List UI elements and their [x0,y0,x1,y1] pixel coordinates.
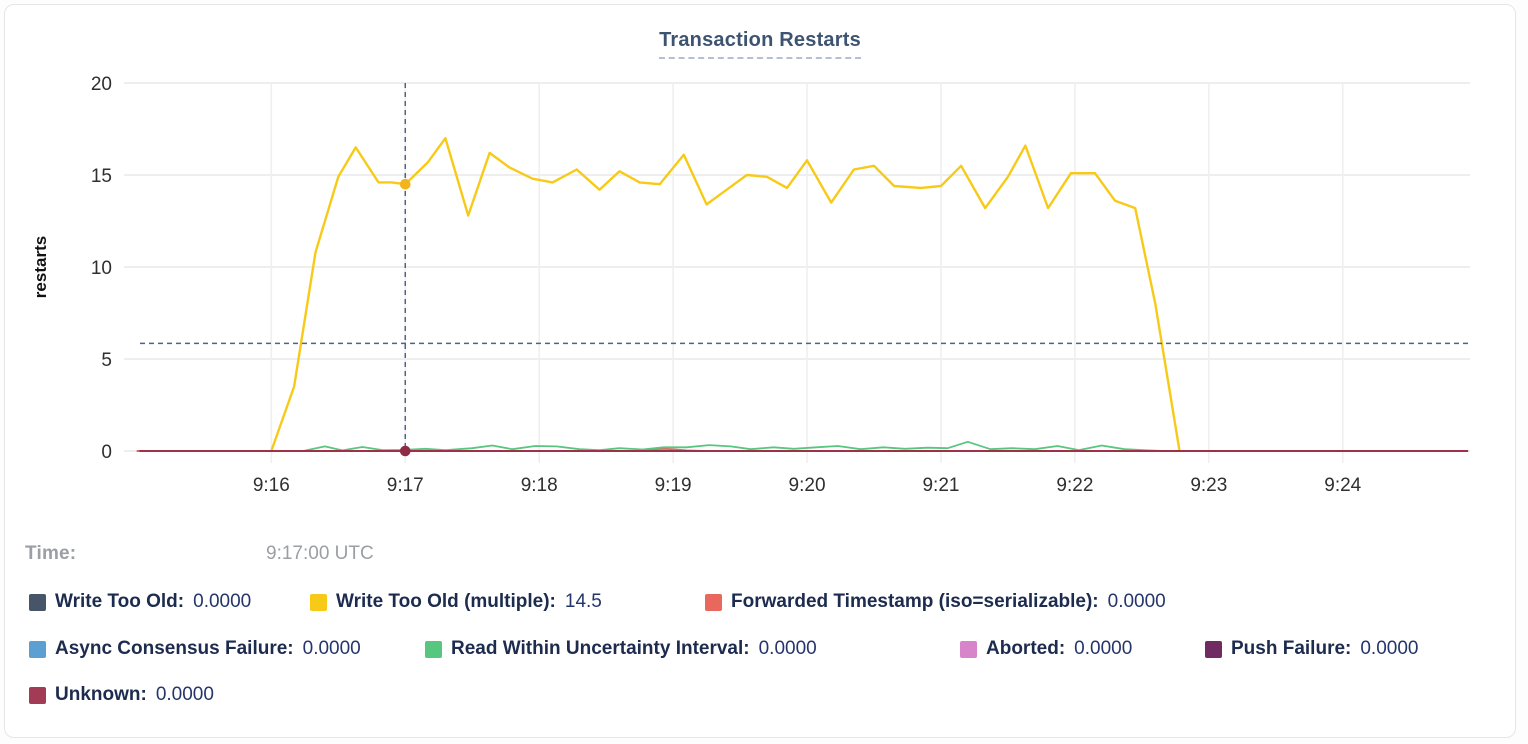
legend-label: Write Too Old: [55,591,185,612]
legend-value: 0.0000 [193,591,252,612]
series-line-write-too-old-multiple- [270,136,1181,453]
legend-value: 0.0000 [155,684,214,705]
x-tick-label: 9:22 [1056,475,1093,496]
legend-item-read-within-uncertainty-interval[interactable]: Read Within Uncertainty Interval: 0.0000 [425,638,960,660]
legend-item-write-too-old-multiple[interactable]: Write Too Old (multiple): 14.5 [310,591,705,613]
legend-value: 14.5 [564,591,602,612]
legend-swatch [29,686,46,704]
chart-card: Transaction Restarts 0 5 10 15 20 9:16 9:17 9:1… [4,4,1516,738]
x-tick-label: 9:18 [521,475,558,496]
hover-dot [399,445,411,457]
legend-swatch [705,593,722,611]
y-tick-label: 15 [91,166,112,187]
legend-label: Forwarded Timestamp (iso=serializable): [731,591,1099,612]
hover-dot [399,178,411,190]
y-tick-label: 10 [91,258,112,279]
time-label: Time: [25,543,77,564]
legend-swatch [1205,640,1222,658]
legend-label: Write Too Old (multiple): [336,591,556,612]
legend-item-push-failure[interactable]: Push Failure: 0.0000 [1205,638,1418,660]
legend-swatch [29,593,46,611]
legend-item-write-too-old[interactable]: Write Too Old: 0.0000 [29,591,310,613]
legend-label: Unknown: [55,684,147,705]
series-line-read-within-uncertainty-interval [303,440,1166,452]
legend-swatch [29,640,46,658]
y-tick-label: 5 [101,350,112,371]
legend-row-2: Async Consensus Failure: 0.0000 Read Withi… [29,638,1418,660]
legend-item-forwarded-timestamp-iso-serializable[interactable]: Forwarded Timestamp (iso=serializable): 0… [705,591,1166,613]
legend-label: Async Consensus Failure: [55,638,294,659]
legend-value: 0.0000 [1074,638,1133,659]
x-tick-label: 9:17 [387,475,424,496]
legend-value: 0.0000 [302,638,361,659]
y-tick-label: 0 [101,442,112,463]
legend-row-1: Write Too Old: 0.0000 Write Too Old (multi… [29,591,1166,613]
legend-swatch [310,593,327,611]
x-tick-label: 9:20 [789,475,826,496]
x-tick-label: 9:19 [655,475,692,496]
legend-swatch [960,640,977,658]
legend-label: Push Failure: [1231,638,1352,659]
hover-time-row: Time: 9:17:00 UTC [5,543,1515,569]
legend-item-unknown[interactable]: Unknown: 0.0000 [29,684,214,706]
legend-value: 0.0000 [1107,591,1166,612]
legend-swatch [425,640,442,658]
y-tick-label: 20 [91,74,112,95]
legend-value: 0.0000 [758,638,817,659]
time-value: 9:17:00 UTC [266,543,374,564]
legend-row-3: Unknown: 0.0000 [29,684,214,706]
x-tick-label: 9:21 [922,475,959,496]
x-tick-label: 9:23 [1190,475,1227,496]
legend-value: 0.0000 [1360,638,1419,659]
y-axis-title: restarts [31,236,50,298]
restarts-chart-svg[interactable]: 0 5 10 15 20 9:16 9:17 9:18 9:19 9:20 9:21 9:22 9:23… [5,5,1516,510]
legend-item-aborted[interactable]: Aborted: 0.0000 [960,638,1205,660]
chart-title[interactable]: Transaction Restarts [659,29,861,59]
x-tick-label: 9:24 [1324,475,1361,496]
legend-item-async-consensus-failure[interactable]: Async Consensus Failure: 0.0000 [29,638,425,660]
legend-label: Read Within Uncertainty Interval: [451,638,750,659]
legend-label: Aborted: [986,638,1066,659]
chart-title-wrap: Transaction Restarts [5,29,1515,59]
x-tick-label: 9:16 [253,475,290,496]
